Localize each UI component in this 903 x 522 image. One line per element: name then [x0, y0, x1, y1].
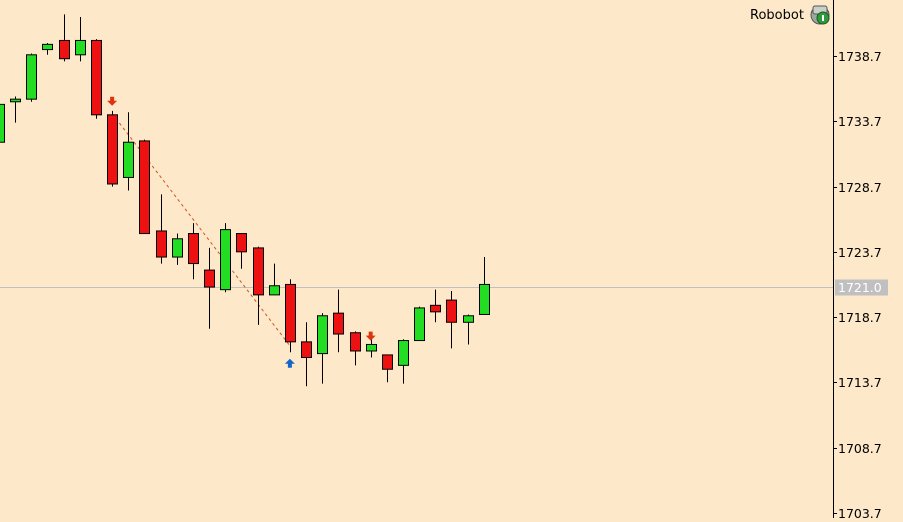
candle-bullish	[172, 238, 183, 258]
current-price-label-bg	[835, 279, 888, 296]
y-tick-label: 1723.7	[838, 245, 882, 260]
candle-bearish	[285, 283, 296, 343]
candle-bullish	[26, 54, 37, 100]
y-tick-label: 1728.7	[838, 180, 882, 195]
robot-icon[interactable]	[807, 3, 833, 27]
candle-bearish	[204, 269, 215, 288]
candle-bearish	[446, 299, 457, 323]
candle-bullish	[220, 229, 231, 291]
candle-bullish	[75, 39, 86, 56]
candle-bearish	[139, 140, 150, 235]
y-tick-label: 1713.7	[838, 375, 882, 390]
candle-bullish	[463, 315, 474, 323]
candle-bearish	[236, 233, 247, 253]
candle-bearish	[333, 312, 344, 335]
candle-bullish	[0, 103, 5, 143]
candle-bullish	[10, 98, 21, 103]
candle-bearish	[59, 39, 70, 60]
candle-bullish	[366, 343, 377, 352]
current-price-label: 1721.0	[838, 280, 882, 295]
buy-arrow-icon	[284, 358, 295, 368]
candle-bearish	[350, 332, 361, 352]
candle-bearish	[253, 247, 264, 296]
candle-bearish	[156, 230, 167, 258]
candle-bullish	[317, 315, 328, 355]
candle-bullish	[123, 141, 134, 178]
candle-bearish	[188, 233, 199, 265]
y-tick-label: 1718.7	[838, 310, 882, 325]
candle-bullish	[42, 43, 53, 51]
y-tick-label: 1703.7	[838, 506, 882, 518]
candle-bearish	[382, 354, 393, 370]
sell-arrow-icon	[365, 331, 376, 341]
robobot-label: Robobot	[750, 8, 804, 23]
candle-bullish	[269, 285, 280, 296]
candle-bearish	[91, 39, 102, 116]
trendline	[111, 113, 291, 347]
sell-arrow-icon	[107, 96, 118, 106]
candle-bearish	[430, 304, 441, 313]
y-tick-label: 1708.7	[838, 441, 882, 456]
candle-bullish	[479, 283, 490, 315]
y-tick-label: 1733.7	[838, 114, 882, 129]
candle-bullish	[398, 340, 409, 366]
y-tick-label: 1738.7	[838, 49, 882, 64]
candle-bullish	[414, 307, 425, 342]
candle-bearish	[301, 341, 312, 359]
candle-bearish	[107, 114, 118, 185]
